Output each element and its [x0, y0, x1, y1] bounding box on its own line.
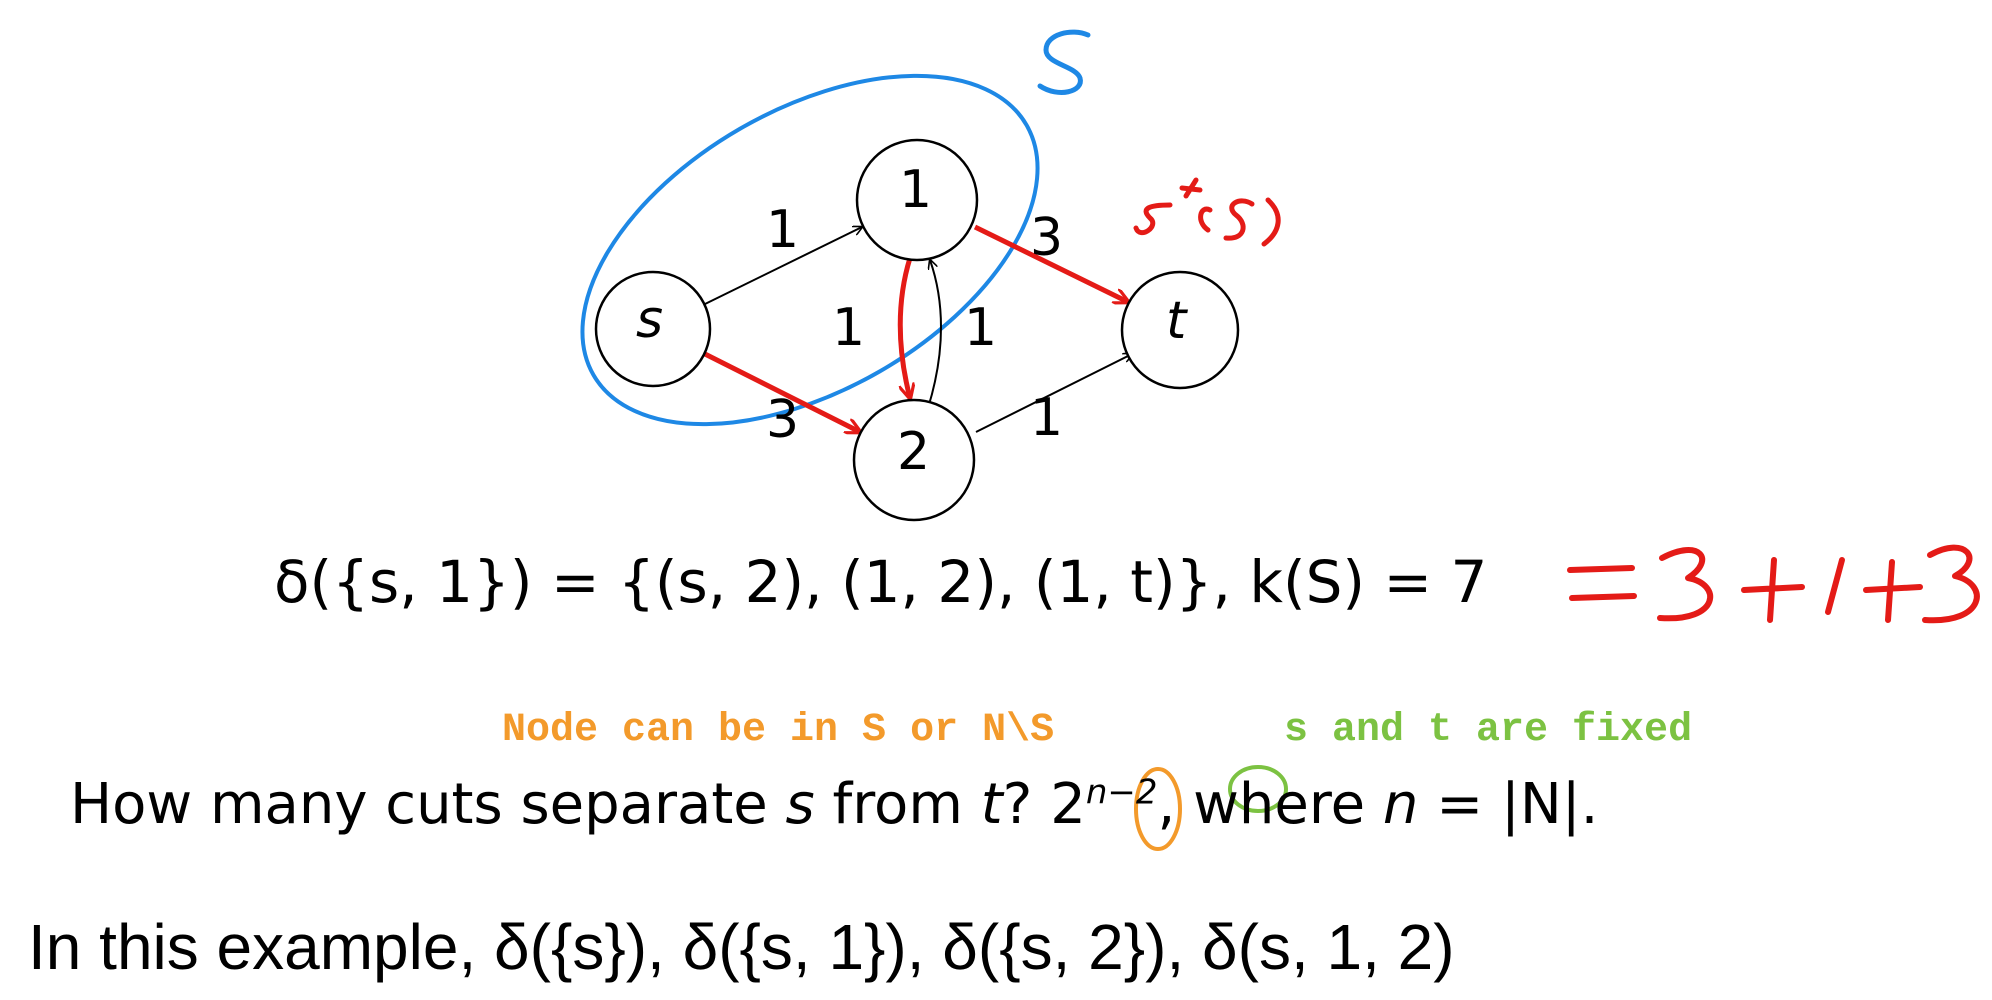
question-from: from [832, 772, 963, 837]
capacity-2-t: 1 [1030, 388, 1064, 448]
set-s-handwritten-label [1037, 29, 1091, 95]
question-prefix: How many cuts separate [70, 772, 768, 837]
green-exponent-circle [1228, 765, 1288, 813]
edge-s-1 [702, 227, 862, 306]
node-s [594, 270, 712, 388]
edge-1-2 [897, 257, 910, 398]
question-where: , where [1157, 772, 1366, 837]
node-label-1: 1 [899, 160, 933, 220]
set-s-ellipse [580, 73, 1040, 427]
node-label-t: t [1166, 291, 1187, 351]
capacity-s-1: 1 [766, 200, 800, 260]
edge-s-2 [701, 350, 860, 432]
question-mark: ? [1002, 772, 1033, 837]
question-exponent: n−2 [1085, 772, 1158, 813]
edge-2-t [975, 354, 1132, 433]
question-base: 2 [1050, 772, 1086, 837]
green-note: s and t are fixed [1284, 708, 1693, 753]
question-t: t [980, 772, 1003, 837]
example-line: In this example, δ({s}), δ({s, 1}), δ({s… [28, 911, 1455, 983]
capacity-2-1: 1 [964, 298, 998, 358]
node-label-2: 2 [897, 422, 931, 482]
orange-note: Node can be in S or N\S [502, 708, 1055, 753]
cut-equation: δ({s, 1}) = {(s, 2), (1, 2), (1, t)}, k(… [274, 548, 1488, 616]
edge-2-1 [927, 260, 942, 409]
question-n: n [1382, 772, 1419, 837]
orange-base-circle [1134, 767, 1182, 851]
capacity-1-2: 1 [832, 298, 866, 358]
question-s: s [785, 772, 815, 837]
node-t [1120, 270, 1240, 390]
capacity-s-2: 3 [766, 390, 800, 450]
cut-handwritten-label [1133, 177, 1281, 247]
handwritten-sum [1567, 544, 1980, 624]
node-1 [855, 138, 979, 262]
node-label-s: s [636, 290, 664, 350]
question-eq: = |N|. [1436, 772, 1599, 837]
question-line: How many cuts separate s from t? 2n−2, w… [70, 772, 1598, 837]
capacity-1-t: 3 [1030, 208, 1064, 268]
node-2 [852, 398, 976, 522]
edge-1-t [973, 224, 1128, 302]
